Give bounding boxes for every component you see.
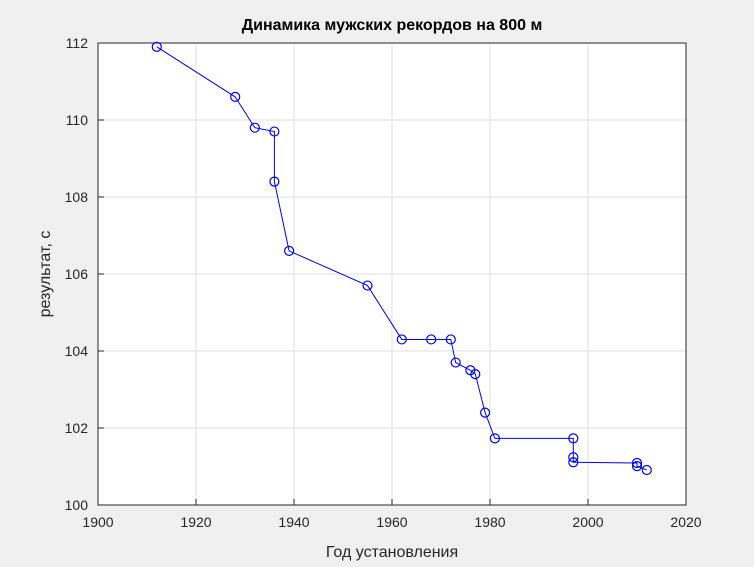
x-tick-label: 1960 bbox=[376, 514, 407, 530]
data-point bbox=[396, 334, 407, 345]
data-point bbox=[230, 91, 241, 103]
x-tick-label: 1940 bbox=[278, 514, 309, 530]
data-point bbox=[269, 126, 280, 137]
data-point bbox=[489, 433, 500, 444]
y-tick-label: 102 bbox=[65, 420, 89, 436]
data-point bbox=[426, 334, 437, 345]
data-point bbox=[641, 464, 652, 476]
chart-title: Динамика мужских рекордов на 800 м bbox=[242, 17, 543, 34]
data-point bbox=[450, 357, 461, 368]
data-point bbox=[631, 461, 643, 472]
y-tick-label: 108 bbox=[65, 189, 89, 205]
data-point bbox=[480, 407, 491, 418]
series-line bbox=[156, 46, 647, 471]
data-point bbox=[249, 122, 260, 133]
data-point bbox=[269, 176, 280, 187]
y-axis: 100 102 104 106 108 110 112 bbox=[65, 35, 104, 513]
series bbox=[151, 41, 652, 476]
y-tick-label: 100 bbox=[65, 497, 89, 513]
y-axis-label: результат, с bbox=[37, 231, 54, 318]
data-point bbox=[568, 457, 579, 468]
x-axis-label: Год установления bbox=[326, 544, 458, 561]
x-tick-label: 2020 bbox=[670, 514, 701, 530]
data-point bbox=[568, 452, 579, 463]
data-point bbox=[362, 280, 373, 291]
x-tick-label: 1900 bbox=[82, 514, 113, 530]
x-tick-label: 1920 bbox=[180, 514, 211, 530]
x-tick-label: 1980 bbox=[474, 514, 505, 530]
data-point bbox=[445, 334, 456, 345]
data-point bbox=[151, 41, 162, 52]
y-tick-label: 110 bbox=[66, 112, 89, 128]
x-axis: 1900 1920 1940 1960 1980 2000 2020 bbox=[82, 499, 702, 530]
data-point bbox=[568, 433, 579, 444]
y-tick-label: 106 bbox=[65, 266, 89, 282]
y-tick-label: 112 bbox=[66, 35, 89, 51]
data-point bbox=[284, 245, 295, 256]
x-tick-label: 2000 bbox=[572, 514, 603, 530]
y-tick-label: 104 bbox=[65, 343, 89, 359]
data-point bbox=[631, 457, 643, 469]
data-point bbox=[470, 369, 481, 380]
